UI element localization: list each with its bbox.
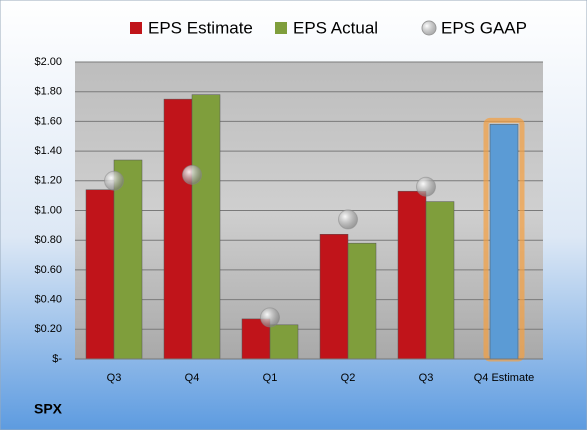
x-tick-label: Q2 bbox=[341, 372, 356, 384]
y-tick-label: $0.80 bbox=[34, 234, 62, 246]
gaap-marker bbox=[338, 209, 358, 230]
legend-marker bbox=[421, 20, 437, 36]
y-tick-label: $2.00 bbox=[34, 56, 62, 68]
gaap-marker bbox=[182, 164, 202, 185]
x-tick-label: Q3 bbox=[419, 372, 434, 384]
y-tick-label: $1.20 bbox=[34, 175, 62, 187]
bar bbox=[163, 98, 193, 360]
legend-label: EPS Actual bbox=[293, 18, 378, 37]
gaap-marker bbox=[416, 176, 436, 197]
x-tick-label: Q4 Estimate bbox=[474, 372, 535, 384]
legend-label: EPS GAAP bbox=[441, 18, 527, 37]
bar bbox=[85, 189, 115, 360]
x-tick-label: Q1 bbox=[263, 372, 278, 384]
bar bbox=[347, 242, 377, 360]
gaap-marker bbox=[260, 307, 280, 328]
y-tick-label: $1.00 bbox=[34, 204, 62, 216]
y-tick-label: $0.60 bbox=[34, 264, 62, 276]
bar bbox=[191, 94, 221, 360]
bar bbox=[397, 190, 427, 360]
bar bbox=[425, 201, 455, 360]
x-tick-label: Q4 bbox=[185, 372, 200, 384]
ticker: SPX bbox=[34, 401, 63, 417]
bar bbox=[113, 159, 143, 360]
x-tick-label: Q3 bbox=[107, 372, 122, 384]
legend-marker bbox=[130, 22, 142, 34]
y-tick-label: $1.40 bbox=[34, 145, 62, 157]
legend-marker bbox=[275, 22, 287, 34]
bar bbox=[269, 324, 299, 360]
y-tick-label: $0.40 bbox=[34, 294, 62, 306]
bar bbox=[319, 234, 349, 360]
y-tick-label: $1.60 bbox=[34, 115, 62, 127]
bar bbox=[489, 124, 519, 360]
legend-label: EPS Estimate bbox=[148, 18, 253, 37]
y-tick-label: $1.80 bbox=[34, 86, 62, 98]
gaap-marker bbox=[104, 170, 124, 191]
y-tick-label: $- bbox=[52, 353, 62, 365]
y-tick-label: $0.20 bbox=[34, 323, 62, 335]
